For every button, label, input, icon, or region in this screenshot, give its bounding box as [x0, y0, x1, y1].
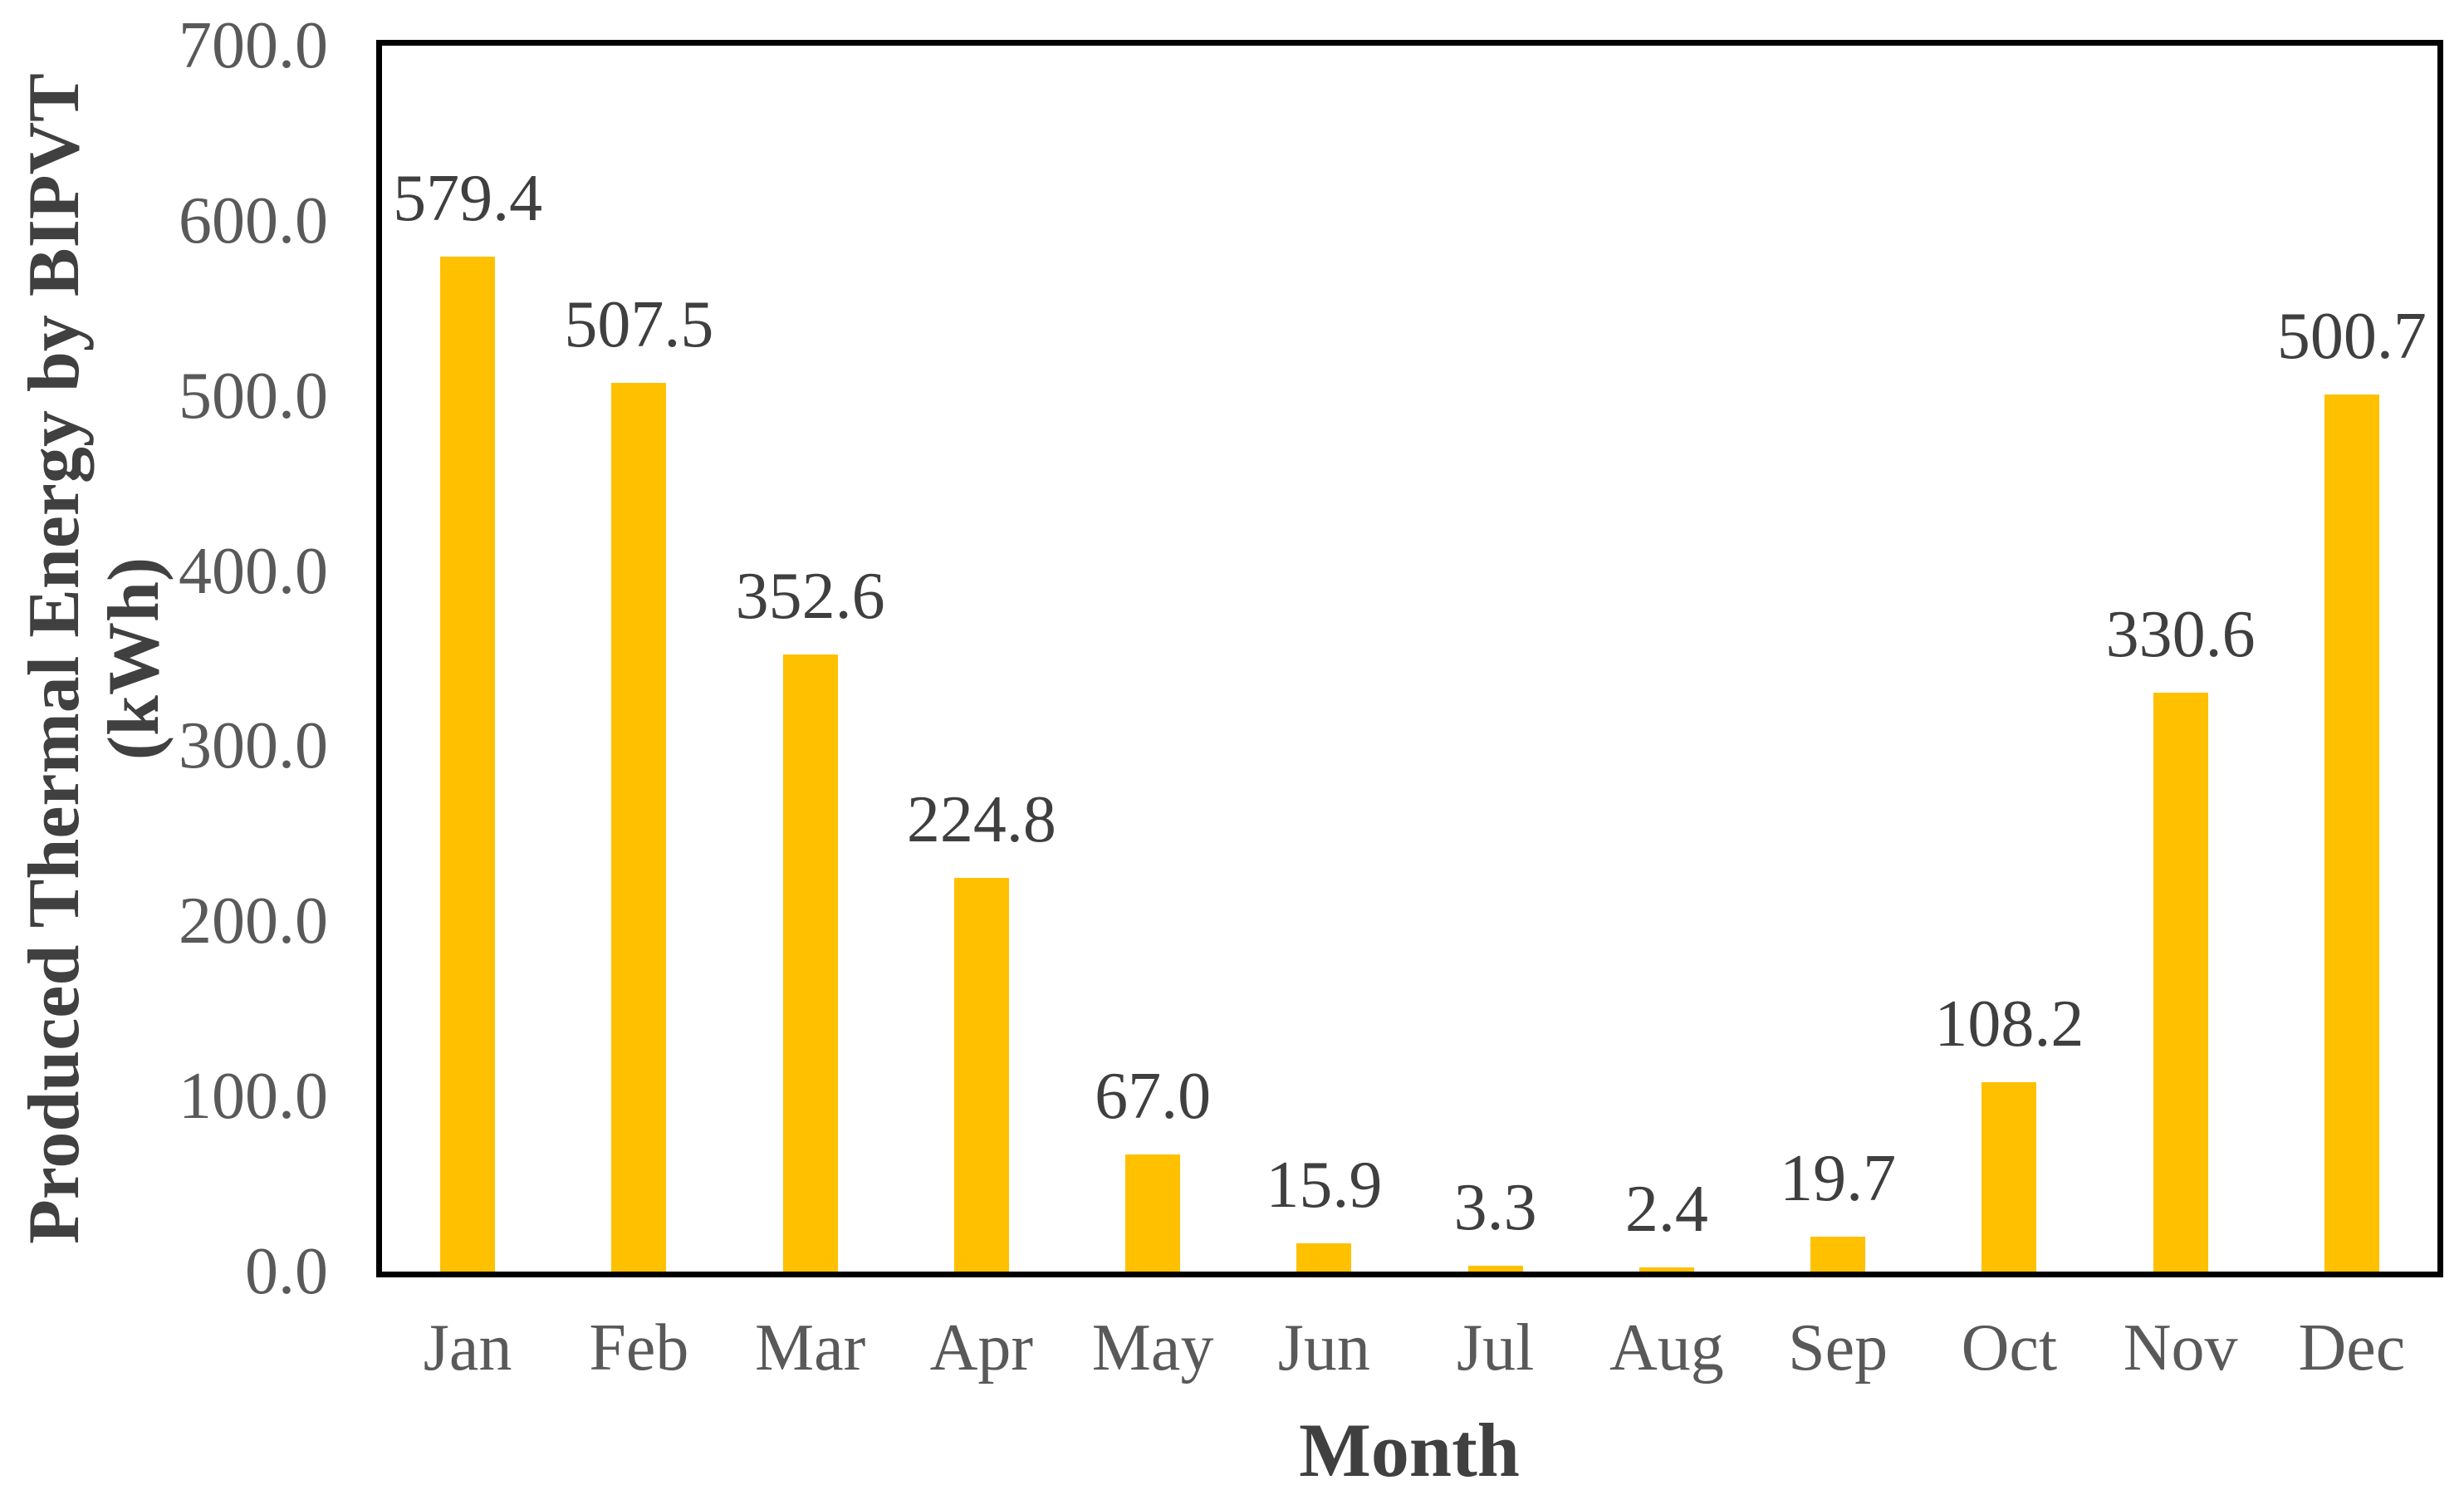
bar-value-label-nov: 330.6 — [2105, 598, 2256, 671]
x-tick-label-mar: Mar — [754, 1311, 866, 1385]
x-tick-label-jul: Jul — [1456, 1311, 1535, 1385]
bar-jun — [1296, 1243, 1352, 1272]
x-tick-label-dec: Dec — [2298, 1311, 2406, 1385]
x-tick-label-jan: Jan — [423, 1311, 512, 1385]
y-tick-label-600.0: 600.0 — [179, 184, 328, 257]
bar-jul — [1467, 1266, 1523, 1272]
y-tick-label-700.0: 700.0 — [179, 9, 328, 82]
bar-value-label-apr: 224.8 — [906, 783, 1056, 856]
plot-border — [376, 40, 2443, 1277]
bar-nov — [2153, 693, 2208, 1272]
x-tick-label-jun: Jun — [1277, 1311, 1370, 1385]
y-tick-label-0.0: 0.0 — [245, 1235, 328, 1308]
bar-oct — [1981, 1082, 2037, 1272]
bar-value-label-dec: 500.7 — [2276, 300, 2427, 373]
y-tick-label-500.0: 500.0 — [179, 359, 328, 433]
bar-feb — [611, 383, 667, 1272]
x-axis-title: Month — [1299, 1408, 1520, 1490]
bar-dec — [2324, 395, 2379, 1272]
bar-value-label-may: 67.0 — [1095, 1060, 1212, 1133]
y-tick-label-100.0: 100.0 — [179, 1060, 328, 1134]
x-tick-label-may: May — [1091, 1311, 1214, 1385]
bar-aug — [1639, 1267, 1694, 1272]
plot-area: 579.4 507.5 352.6 224.8 67.0 15.9 3.3 2.4 19.7 10… — [382, 46, 2437, 1272]
x-tick-label-feb: Feb — [589, 1311, 689, 1385]
bar-value-label-feb: 507.5 — [564, 288, 714, 361]
bar-value-label-mar: 352.6 — [735, 560, 885, 633]
bar-jan — [440, 257, 496, 1272]
y-tick-label-400.0: 400.0 — [179, 534, 328, 608]
x-tick-label-oct: Oct — [1961, 1311, 2058, 1385]
bar-may — [1125, 1154, 1181, 1272]
bar-sep — [1810, 1237, 1866, 1272]
y-tick-label-200.0: 200.0 — [179, 885, 328, 958]
bar-value-label-sep: 19.7 — [1780, 1142, 1897, 1215]
x-tick-label-sep: Sep — [1788, 1311, 1888, 1385]
bar-apr — [953, 878, 1009, 1272]
x-tick-label-nov: Nov — [2123, 1311, 2238, 1385]
bar-value-label-jun: 15.9 — [1266, 1149, 1383, 1222]
bar-value-label-jan: 579.4 — [393, 162, 543, 235]
bar-mar — [782, 654, 838, 1272]
y-tick-label-300.0: 300.0 — [179, 709, 328, 783]
bar-value-label-aug: 2.4 — [1624, 1173, 1708, 1246]
bar-value-label-jul: 3.3 — [1453, 1171, 1537, 1244]
bar-value-label-oct: 108.2 — [1934, 988, 2084, 1061]
x-tick-label-aug: Aug — [1609, 1311, 1724, 1385]
x-tick-label-apr: Apr — [929, 1311, 1034, 1385]
